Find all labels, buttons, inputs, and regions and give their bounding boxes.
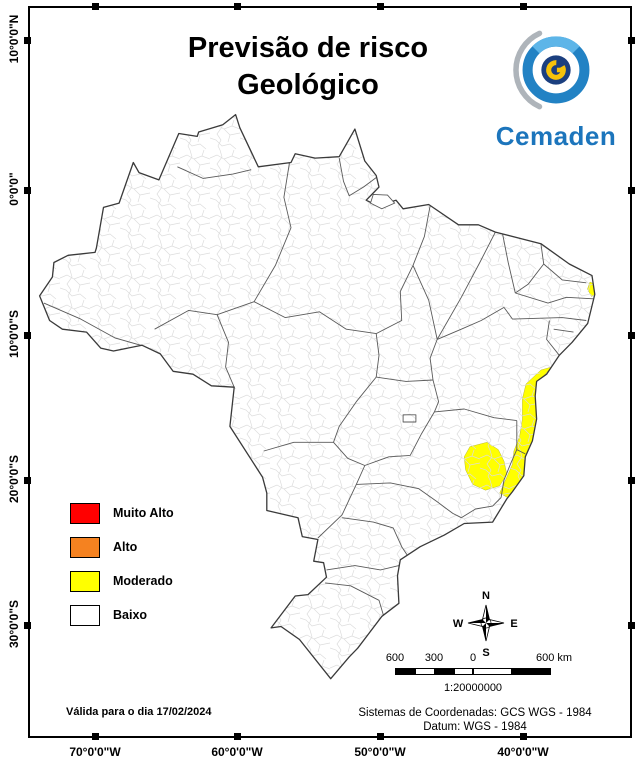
legend-item-moderado: Moderado (70, 570, 174, 592)
title-line-2: Geológico (237, 69, 379, 101)
lat-label-10n: 10°0'0"N (7, 14, 21, 64)
lat-label-20s: 20°0'0"S (7, 454, 21, 504)
axis-tick (377, 733, 384, 740)
axis-tick (92, 733, 99, 740)
lon-label-60w: 60°0'0"W (211, 745, 263, 759)
compass-w-label: W (453, 618, 464, 630)
legend-label-moderado: Moderado (113, 574, 173, 588)
legend-item-alto: Alto (70, 536, 174, 558)
axis-tick (234, 3, 241, 10)
legend-swatch-alto (70, 536, 100, 558)
axis-tick (234, 733, 241, 740)
marajo-island (369, 193, 396, 210)
lat-label-10s: 10°0'0"S (7, 309, 21, 359)
lat-label-30s: 30°0'0"S (7, 599, 21, 649)
title-line-1: Previsão de risco (187, 32, 429, 64)
legend-label-muito-alto: Muito Alto (113, 506, 174, 520)
axis-tick (520, 733, 527, 740)
scale-label-600-left: 600 (385, 652, 405, 664)
axis-tick (628, 187, 635, 194)
axis-tick (628, 332, 635, 339)
legend-item-baixo: Baixo (70, 604, 174, 626)
compass-n-label: N (482, 590, 490, 602)
axis-tick (24, 187, 31, 194)
scale-label-300: 300 (424, 652, 444, 664)
page-title: Previsão de risco Geológico (28, 30, 588, 104)
axis-tick (24, 477, 31, 484)
legend-swatch-baixo (70, 604, 100, 626)
scale-label-0: 0 (469, 652, 477, 664)
lon-label-70w: 70°0'0"W (69, 745, 121, 759)
legend-item-muito-alto: Muito Alto (70, 502, 174, 524)
lon-label-40w: 40°0'0"W (497, 745, 549, 759)
cemaden-eye-icon (513, 30, 590, 110)
logo-wordmark: Cemaden (495, 121, 617, 151)
lat-label-0: 0°0'0" (7, 172, 21, 206)
compass-e-label: E (510, 618, 517, 630)
coords-system-line: Sistemas de Coordenadas: GCS WGS - 1984 (358, 707, 592, 719)
axis-tick (92, 3, 99, 10)
legend-label-baixo: Baixo (113, 608, 148, 622)
scale-label-600-km: 600 km (535, 652, 573, 664)
coordinate-system-note: Sistemas de Coordenadas: GCS WGS - 1984 … (330, 706, 620, 734)
axis-tick (24, 332, 31, 339)
datum-line: Datum: WGS - 1984 (423, 721, 527, 733)
legend-swatch-moderado (70, 570, 100, 592)
axis-tick (628, 622, 635, 629)
municipal-boundaries-texture (39, 114, 595, 679)
compass-s-label: S (482, 647, 489, 658)
scale-ratio: 1:20000000 (443, 682, 503, 694)
scale-bar-blocks (395, 668, 551, 675)
lon-label-50w: 50°0'0"W (354, 745, 406, 759)
legend-label-alto: Alto (113, 540, 138, 554)
legend-swatch-muito-alto (70, 502, 100, 524)
brazil-outline (38, 113, 596, 680)
axis-tick (628, 477, 635, 484)
axis-tick (24, 37, 31, 44)
risk-legend: Muito Alto Alto Moderado Baixo (70, 502, 174, 638)
cemaden-logo: Cemaden (478, 26, 634, 152)
axis-tick (520, 3, 527, 10)
compass-rose-icon: N S E W (453, 590, 518, 658)
state-boundaries (43, 158, 594, 615)
axis-tick (24, 622, 31, 629)
validity-note: Válida para o dia 17/02/2024 (66, 706, 212, 718)
axis-tick (377, 3, 384, 10)
